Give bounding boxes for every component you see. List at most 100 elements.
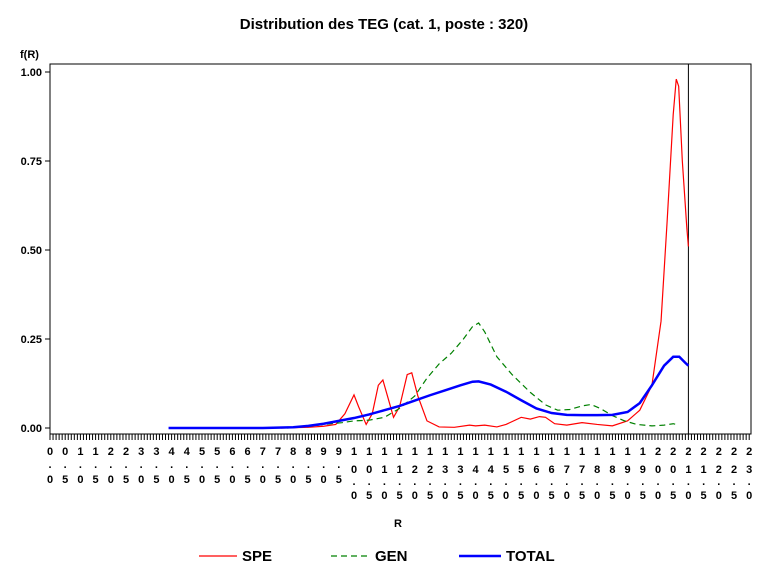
x-tick-label-40: 20.0 — [655, 446, 661, 502]
svg-text:8: 8 — [609, 464, 615, 476]
x-tick-label-38: 19.0 — [625, 446, 631, 502]
x-tick-label-13: 6.5 — [245, 446, 251, 486]
svg-text:2: 2 — [731, 446, 737, 458]
x-tick-label-33: 16.5 — [549, 446, 555, 502]
x-tick-label-10: 5.0 — [199, 446, 205, 486]
svg-text:1: 1 — [503, 446, 509, 458]
svg-text:.: . — [398, 476, 401, 488]
svg-text:4: 4 — [184, 446, 191, 458]
svg-text:0: 0 — [47, 474, 53, 486]
svg-text:0: 0 — [473, 490, 479, 502]
legend-label-total: TOTAL — [506, 548, 555, 565]
x-tick-label-29: 14.5 — [488, 446, 495, 502]
x-tick-label-18: 9.0 — [321, 446, 327, 486]
svg-text:0: 0 — [260, 474, 266, 486]
svg-text:8: 8 — [305, 446, 311, 458]
svg-text:2: 2 — [716, 446, 722, 458]
svg-text:9: 9 — [625, 464, 631, 476]
svg-text:.: . — [368, 476, 371, 488]
svg-text:.: . — [109, 459, 112, 471]
svg-text:.: . — [170, 459, 173, 471]
x-axis: 0.00.51.01.52.02.53.03.54.04.55.05.56.06… — [47, 434, 752, 502]
svg-text:.: . — [565, 476, 568, 488]
x-tick-label-36: 18.0 — [594, 446, 600, 502]
x-tick-label-15: 7.5 — [275, 446, 281, 486]
svg-text:.: . — [200, 459, 203, 471]
x-tick-label-9: 4.5 — [184, 446, 191, 486]
x-axis-label: R — [394, 518, 402, 530]
series-total — [168, 355, 690, 430]
svg-text:5: 5 — [609, 490, 615, 502]
svg-text:.: . — [702, 476, 705, 488]
y-axis: 0.00 0.25 0.50 0.75 1.00 — [21, 67, 50, 435]
svg-text:.: . — [626, 476, 629, 488]
svg-text:0: 0 — [169, 474, 175, 486]
legend-label-gen: GEN — [375, 548, 408, 565]
svg-text:1: 1 — [549, 446, 555, 458]
x-tick-label-20: 10.0 — [351, 446, 357, 502]
svg-text:.: . — [428, 476, 431, 488]
x-tick-label-3: 1.5 — [93, 446, 99, 486]
svg-text:0: 0 — [533, 490, 539, 502]
svg-text:9: 9 — [321, 446, 327, 458]
svg-text:.: . — [261, 459, 264, 471]
svg-text:2: 2 — [655, 446, 661, 458]
svg-text:0: 0 — [321, 474, 327, 486]
svg-text:.: . — [307, 459, 310, 471]
svg-text:.: . — [231, 459, 234, 471]
x-tick-label-6: 3.0 — [138, 446, 144, 486]
svg-text:4: 4 — [473, 464, 480, 476]
x-tick-label-1: 0.5 — [62, 446, 68, 486]
svg-text:5: 5 — [701, 490, 707, 502]
svg-text:0: 0 — [229, 474, 235, 486]
x-tick-label-19: 9.5 — [336, 446, 342, 486]
svg-text:.: . — [535, 476, 538, 488]
svg-text:1: 1 — [93, 446, 99, 458]
svg-text:5: 5 — [336, 474, 342, 486]
x-tick-label-25: 12.5 — [427, 446, 433, 502]
x-tick-label-44: 22.0 — [716, 446, 722, 502]
svg-text:5: 5 — [397, 490, 403, 502]
svg-text:.: . — [748, 476, 751, 488]
plot-border — [49, 63, 752, 435]
svg-text:.: . — [292, 459, 295, 471]
x-tick-label-35: 17.5 — [579, 446, 585, 502]
x-tick-label-34: 17.0 — [564, 446, 570, 502]
x-tick-label-42: 21.0 — [685, 446, 691, 502]
svg-text:.: . — [489, 476, 492, 488]
svg-text:0: 0 — [199, 474, 205, 486]
svg-text:5: 5 — [153, 474, 159, 486]
svg-text:0: 0 — [594, 490, 600, 502]
svg-text:8: 8 — [290, 446, 296, 458]
svg-text:1: 1 — [427, 446, 433, 458]
x-tick-label-7: 3.5 — [153, 446, 159, 486]
svg-text:.: . — [459, 476, 462, 488]
svg-text:0: 0 — [138, 474, 144, 486]
svg-text:2: 2 — [108, 446, 114, 458]
svg-text:5: 5 — [518, 490, 524, 502]
x-tick-label-43: 21.5 — [701, 446, 707, 502]
svg-text:6: 6 — [533, 464, 539, 476]
svg-text:2: 2 — [716, 464, 722, 476]
svg-text:1: 1 — [412, 446, 418, 458]
svg-text:0: 0 — [77, 474, 83, 486]
svg-text:5: 5 — [93, 474, 99, 486]
x-tick-label-8: 4.0 — [169, 446, 176, 486]
legend-label-spe: SPE — [242, 548, 272, 565]
svg-text:1: 1 — [609, 446, 615, 458]
svg-text:.: . — [413, 476, 416, 488]
svg-text:3: 3 — [442, 464, 448, 476]
x-tick-label-39: 19.5 — [640, 446, 646, 502]
svg-text:.: . — [352, 476, 355, 488]
svg-text:7: 7 — [564, 464, 570, 476]
svg-text:1: 1 — [351, 446, 357, 458]
svg-text:0: 0 — [47, 446, 53, 458]
svg-text:0: 0 — [108, 474, 114, 486]
svg-text:.: . — [611, 476, 614, 488]
svg-text:.: . — [596, 476, 599, 488]
svg-text:5: 5 — [640, 490, 646, 502]
svg-text:0: 0 — [412, 490, 418, 502]
svg-text:1: 1 — [533, 446, 539, 458]
svg-text:.: . — [383, 476, 386, 488]
svg-text:1: 1 — [381, 446, 387, 458]
